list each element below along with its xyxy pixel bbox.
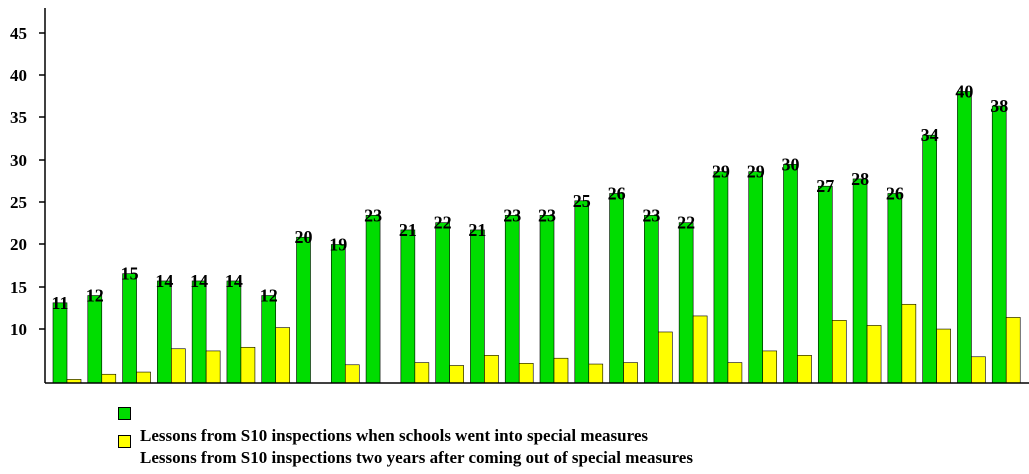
y-tick-label: 45 [10,24,27,43]
bar-green [922,134,937,384]
data-label: 29 [747,162,765,182]
data-label: 14 [190,271,208,291]
data-label: 23 [364,205,382,225]
bar-yellow [484,355,499,384]
bar-yellow [831,320,847,384]
bar-green [400,229,416,384]
bar-yellow [344,364,360,384]
y-axis-ticks: 45 40 35 30 25 20 15 10 [10,24,45,339]
bar-yellow [101,373,117,384]
data-label: 34 [921,125,939,145]
bar-green [504,215,520,384]
bar-green [435,222,450,384]
y-tick-label: 20 [10,235,27,254]
bar-green [852,178,868,384]
bar-yellow [936,328,951,384]
bar-green [713,171,729,384]
data-label: 29 [712,162,730,182]
bar-green [991,105,1007,384]
bar-yellow [901,303,917,384]
data-labels-layer: 11 12 15 14 14 14 12 20 19 23 21 22 21 23 23 25 26 23 22 29… [51,81,1008,312]
data-label: 22 [677,213,695,233]
data-label: 12 [260,286,278,306]
bar-yellow [692,315,708,384]
bar-green [609,193,624,384]
data-label: 26 [608,183,626,203]
data-label: 14 [225,271,243,291]
bar-green [887,193,903,384]
data-label: 38 [990,96,1008,116]
bar-yellow [205,350,221,384]
y-tick-label: 35 [10,108,27,127]
data-label: 12 [86,286,104,306]
data-label: 21 [399,220,417,240]
bar-yellow [623,362,638,384]
bar-yellow [240,346,256,384]
bar-yellow [171,348,186,384]
bar-yellow [588,363,604,384]
legend-swatch-green [118,407,131,420]
legend-label-series-1: Lessons from S10 inspections when school… [140,426,648,445]
bar-green [157,280,172,384]
bar-yellow [866,325,882,384]
y-tick-label: 15 [10,278,27,297]
bar-yellow [971,356,986,384]
bar-yellow [414,362,430,384]
data-label: 26 [886,183,904,203]
data-label: 23 [503,205,521,225]
data-label: 40 [955,81,973,101]
bar-green [957,91,972,384]
bar-green [330,244,346,384]
data-label: 30 [782,154,800,174]
bar-yellow [518,363,534,384]
data-label: 20 [295,227,313,247]
bar-green [539,215,555,384]
bar-green [122,273,137,384]
data-label: 14 [155,271,173,291]
y-tick-label: 30 [10,151,27,170]
legend-swatch-yellow [118,435,131,448]
data-label: 23 [642,205,660,225]
bar-yellow [762,350,778,384]
bar-green [52,302,68,384]
bar-green [261,295,277,384]
bar-green [191,280,207,384]
y-tick-label: 25 [10,193,27,212]
bar-green [678,222,694,384]
bar-green [87,295,103,384]
bar-yellow [658,331,673,384]
data-label: 23 [538,205,556,225]
y-tick-label: 10 [10,320,27,339]
bar-green [817,185,833,384]
data-label: 15 [121,264,139,284]
bar-green [574,200,590,384]
bar-green [783,164,798,384]
bars-layer [52,91,1021,384]
data-label: 28 [851,169,869,189]
bar-green [644,215,659,384]
bar-yellow [1005,317,1021,384]
bar-green [470,229,485,384]
bar-yellow [275,327,291,384]
data-label: 27 [816,176,834,196]
bar-green [365,215,381,384]
data-label: 25 [573,191,591,211]
bar-chart: 11 12 15 14 14 14 12 20 19 23 21 22 21 23 23 25 26 23 22 29… [10,8,1029,384]
bar-green [296,236,311,384]
bar-green [226,280,242,384]
bar-green [748,171,764,384]
data-label: 19 [329,235,347,255]
y-tick-label: 40 [10,66,27,85]
bar-yellow [553,357,569,384]
data-label: 22 [434,213,452,233]
bar-yellow [797,355,812,384]
bar-yellow [449,365,464,384]
bar-yellow [136,371,151,384]
bar-yellow [727,362,743,384]
legend-label-series-2: Lessons from S10 inspections two years a… [140,448,693,467]
data-label: 11 [51,293,68,313]
data-label: 21 [468,220,486,240]
